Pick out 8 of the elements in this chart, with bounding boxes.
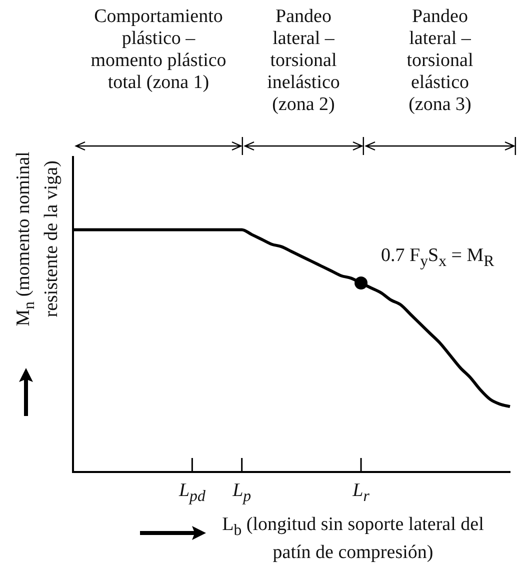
x-axis-title: L$_{b}$ (longitud sin soporte lateral del patín de compresión) (222, 514, 484, 564)
x-tick-label: L$_{p}$ (232, 480, 252, 507)
text: Pandeo lateral – torsional inelástico (zona 2) (266, 6, 341, 116)
text: Pandeo lateral – torsional elástico (zona 3) (406, 6, 474, 116)
text: Comportamiento plástico – momento plástico total (zona 1) (90, 6, 228, 94)
x-tick-label: L$_{r}$ (352, 480, 370, 507)
annotation: 0.7 F$_{y}$S$_{x}$ = M$_{R}$ (381, 245, 494, 272)
x-tick-label: L$_{pd}$ (178, 480, 206, 507)
